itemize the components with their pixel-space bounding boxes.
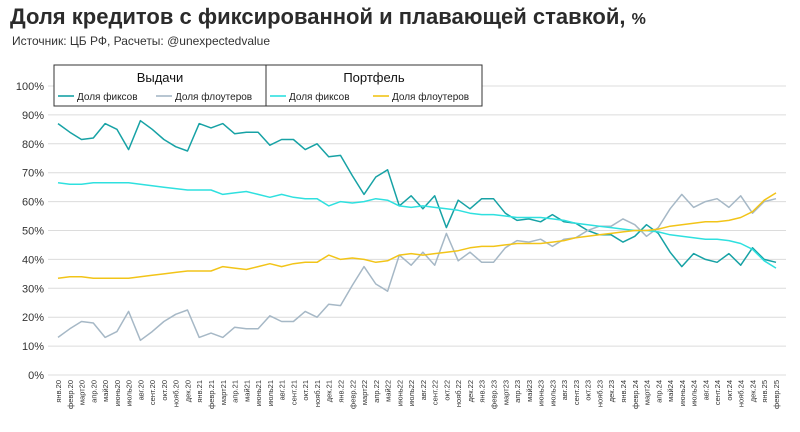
x-tick-label: дек.23 — [607, 380, 616, 402]
x-tick-label: февр.25 — [772, 380, 781, 409]
chart-title: Доля кредитов с фиксированной и плавающе… — [10, 4, 646, 30]
x-tick-label: февр.22 — [348, 380, 357, 409]
x-tick-label: апр.24 — [654, 380, 663, 403]
x-tick-label: март23 — [501, 380, 510, 405]
x-tick-label: июль24 — [690, 380, 699, 406]
x-tick-label: апр.20 — [89, 380, 98, 403]
x-tick-label: май22 — [384, 380, 393, 402]
x-tick-label: авг.21 — [278, 380, 287, 400]
x-tick-label: авг.20 — [136, 380, 145, 400]
x-tick-label: авг.23 — [560, 380, 569, 400]
series-line-issuance-fixed — [57, 119, 777, 268]
x-tick-label: апр.21 — [231, 380, 240, 403]
x-tick-label: дек.22 — [466, 380, 475, 402]
x-tick-label: янв.25 — [760, 380, 769, 403]
x-tick-label: сент.24 — [713, 380, 722, 405]
y-tick-label: 80% — [22, 139, 44, 151]
legend-label-issuance-float: Доля флоутеров — [175, 91, 252, 103]
x-tick-label: дек.21 — [325, 380, 334, 402]
x-tick-label: окт.20 — [160, 380, 169, 401]
x-tick-label: февр.20 — [66, 380, 75, 409]
x-tick-label: сент.20 — [148, 380, 157, 405]
legend-box-portfolio — [265, 64, 483, 107]
x-tick-label: июнь21 — [254, 380, 263, 406]
x-tick-label: сент.23 — [572, 380, 581, 405]
x-tick-label: апр.23 — [513, 380, 522, 403]
x-tick-label: янв.24 — [619, 380, 628, 403]
x-tick-label: янв.21 — [195, 380, 204, 403]
series-line-portfolio-float — [57, 192, 777, 279]
x-tick-label: май23 — [525, 380, 534, 402]
x-tick-label: янв.22 — [336, 380, 345, 403]
series-lines — [57, 119, 777, 342]
x-tick-label: май24 — [666, 380, 675, 402]
x-tick-label: авг.22 — [419, 380, 428, 400]
x-tick-label: дек.24 — [748, 380, 757, 402]
x-tick-label: нояб.23 — [595, 380, 604, 407]
x-tick-label: февр.24 — [631, 380, 640, 409]
x-tick-label: июнь24 — [678, 380, 687, 406]
x-tick-label: авг.24 — [701, 380, 710, 400]
y-tick-label: 70% — [22, 168, 44, 180]
x-tick-label: окт.24 — [725, 380, 734, 401]
x-tick-label: март21 — [219, 380, 228, 405]
x-tick-label: окт.23 — [584, 380, 593, 401]
legend: Выдачи Портфель Доля фиксов Доля флоутер… — [53, 64, 483, 107]
y-tick-label: 90% — [22, 110, 44, 122]
y-tick-label: 100% — [16, 81, 44, 93]
legend-heading-issuance: Выдачи — [137, 70, 184, 85]
x-tick-label: апр.22 — [372, 380, 381, 403]
y-tick-label: 60% — [22, 197, 44, 209]
x-tick-label: дек.20 — [183, 380, 192, 402]
x-tick-label: янв.20 — [54, 380, 63, 403]
x-tick-label: нояб.20 — [172, 380, 181, 407]
gridlines — [48, 85, 786, 376]
x-tick-label: май20 — [101, 380, 110, 402]
x-tick-label: май21 — [242, 380, 251, 402]
y-tick-label: 40% — [22, 254, 44, 266]
x-tick-label: июнь22 — [395, 380, 404, 406]
x-tick-label: февр.23 — [490, 380, 499, 409]
y-tick-label: 30% — [22, 283, 44, 295]
x-tick-label: июль23 — [548, 380, 557, 406]
legend-label-portfolio-float: Доля флоутеров — [392, 91, 469, 103]
x-tick-label: июль22 — [407, 380, 416, 406]
chart-subtitle: Источник: ЦБ РФ, Расчеты: @unexpectedval… — [12, 34, 271, 48]
x-tick-label: нояб.24 — [737, 380, 746, 407]
x-tick-label: июль20 — [125, 380, 134, 406]
y-axis-ticks: 0% 10% 20% 30% 40% 50% 60% 70% 80% 90% 100% — [16, 81, 44, 382]
x-tick-label: нояб.22 — [454, 380, 463, 407]
x-tick-label: нояб.21 — [313, 380, 322, 407]
x-tick-label: июль21 — [266, 380, 275, 406]
y-tick-label: 0% — [28, 370, 44, 382]
x-tick-label: март22 — [360, 380, 369, 405]
chart-title-text: Доля кредитов с фиксированной и плавающе… — [10, 4, 626, 29]
x-tick-label: июнь23 — [537, 380, 546, 406]
y-tick-label: 10% — [22, 341, 44, 353]
x-tick-label: сент.21 — [289, 380, 298, 405]
x-tick-label: июнь20 — [113, 380, 122, 406]
x-tick-label: окт.22 — [442, 380, 451, 401]
chart-title-unit: % — [631, 11, 646, 28]
x-tick-label: янв.23 — [478, 380, 487, 403]
legend-heading-portfolio: Портфель — [343, 70, 405, 85]
x-tick-label: сент.22 — [431, 380, 440, 405]
legend-label-portfolio-fixed: Доля фиксов — [289, 91, 350, 103]
x-tick-label: март20 — [78, 380, 87, 405]
y-tick-label: 50% — [22, 226, 44, 238]
series-line-portfolio-fixed — [57, 182, 777, 269]
y-tick-label: 20% — [22, 312, 44, 324]
x-tick-label: февр.21 — [207, 380, 216, 409]
series-line-issuance-float — [57, 193, 777, 342]
x-axis-ticks: янв.20 февр.20 март20 апр.20 май20 июнь20 июль… — [54, 380, 781, 409]
legend-box-issuance — [53, 64, 267, 107]
x-tick-label: март24 — [643, 380, 652, 405]
legend-label-issuance-fixed: Доля фиксов — [77, 91, 138, 103]
x-tick-label: окт.21 — [301, 380, 310, 401]
